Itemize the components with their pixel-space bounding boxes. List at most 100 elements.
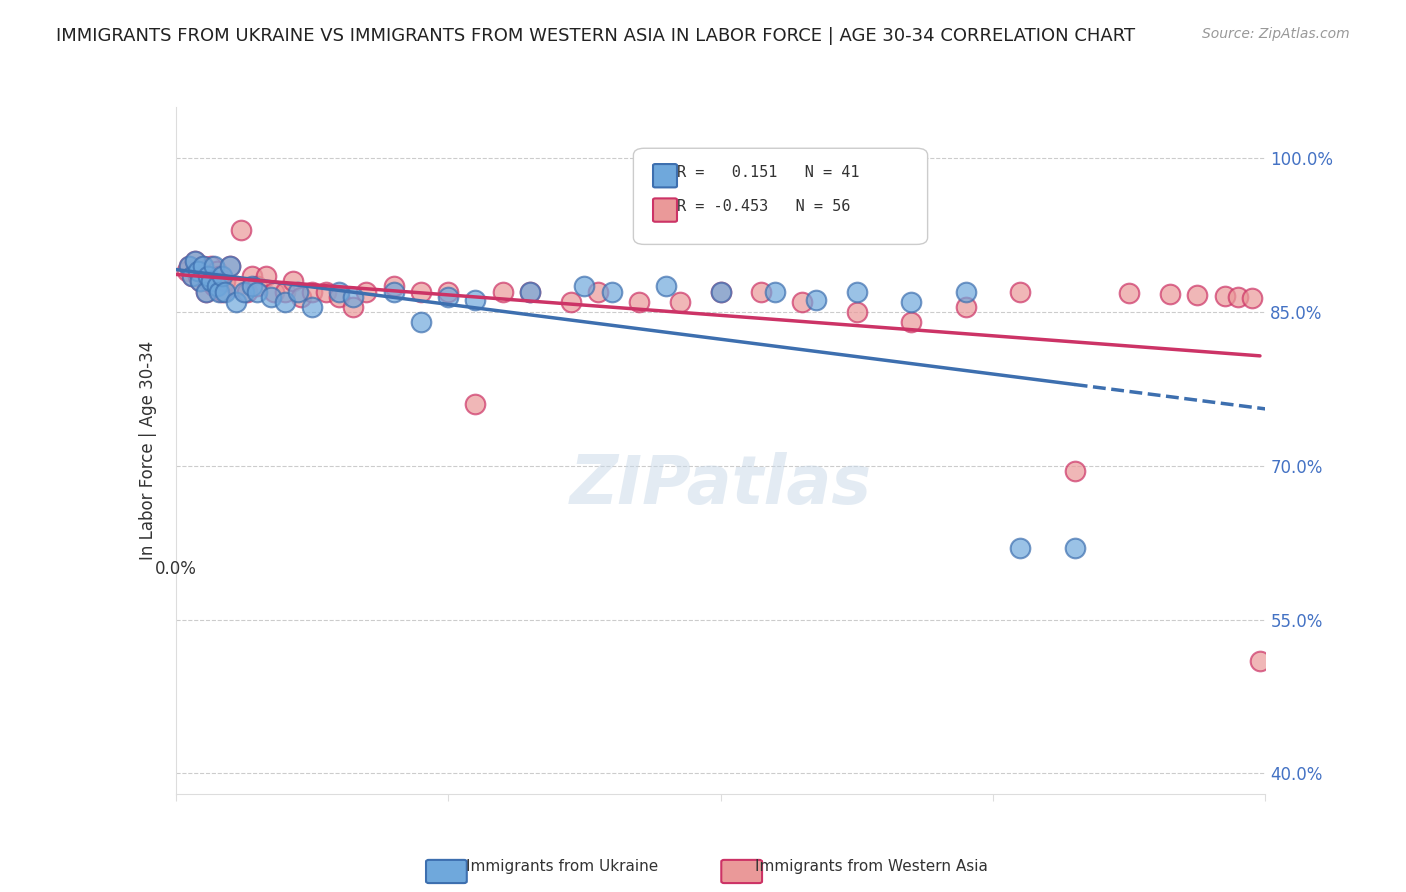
- Point: [202, 259, 225, 273]
- Point: [627, 294, 650, 309]
- Text: IMMIGRANTS FROM UKRAINE VS IMMIGRANTS FROM WESTERN ASIA IN LABOR FORCE | AGE 30-: IMMIGRANTS FROM UKRAINE VS IMMIGRANTS FR…: [56, 27, 1136, 45]
- Point: [586, 285, 609, 299]
- Point: [211, 285, 233, 299]
- Point: [197, 274, 219, 288]
- Point: [235, 285, 257, 299]
- Y-axis label: In Labor Force | Age 30-34: In Labor Force | Age 30-34: [139, 341, 157, 560]
- Point: [955, 285, 977, 299]
- Point: [197, 269, 219, 284]
- Point: [246, 279, 269, 293]
- Point: [254, 269, 277, 284]
- Point: [184, 253, 207, 268]
- Point: [186, 269, 209, 284]
- Point: [900, 294, 922, 309]
- Point: [231, 223, 253, 237]
- Point: [328, 290, 350, 304]
- Point: [409, 315, 432, 329]
- Text: 0.0%: 0.0%: [155, 560, 197, 578]
- Point: [845, 305, 868, 319]
- Point: [188, 274, 211, 288]
- Point: [214, 274, 236, 288]
- Point: [519, 285, 541, 299]
- Point: [274, 285, 297, 299]
- Point: [792, 294, 814, 309]
- Point: [710, 285, 733, 299]
- Point: [409, 285, 432, 299]
- Point: [560, 294, 582, 309]
- FancyBboxPatch shape: [652, 198, 678, 222]
- Point: [437, 285, 460, 299]
- Point: [290, 290, 312, 304]
- Point: [208, 285, 231, 299]
- Point: [181, 269, 204, 284]
- Point: [184, 253, 207, 268]
- Point: [464, 293, 486, 307]
- Point: [464, 397, 486, 411]
- Point: [194, 285, 217, 299]
- Point: [219, 259, 242, 273]
- Point: [232, 285, 254, 299]
- Point: [225, 279, 247, 293]
- Point: [214, 285, 236, 299]
- Point: [208, 269, 231, 284]
- Point: [1227, 290, 1250, 304]
- Point: [1063, 541, 1085, 555]
- Point: [328, 285, 350, 299]
- Text: Immigrants from Western Asia: Immigrants from Western Asia: [755, 859, 988, 874]
- Text: ZIPatlas: ZIPatlas: [569, 452, 872, 517]
- Point: [301, 285, 323, 299]
- Point: [1118, 285, 1140, 300]
- Point: [845, 285, 868, 299]
- Point: [519, 285, 541, 299]
- Point: [1010, 285, 1032, 299]
- Point: [205, 279, 228, 293]
- Point: [287, 285, 309, 299]
- Point: [1063, 464, 1085, 478]
- Point: [492, 285, 515, 299]
- Text: Source: ZipAtlas.com: Source: ZipAtlas.com: [1202, 27, 1350, 41]
- Point: [710, 285, 733, 299]
- Point: [574, 279, 596, 293]
- FancyBboxPatch shape: [721, 860, 762, 883]
- Point: [342, 290, 364, 304]
- Point: [179, 259, 201, 273]
- Point: [600, 285, 623, 299]
- Point: [176, 264, 198, 278]
- Point: [751, 285, 773, 299]
- Point: [188, 274, 211, 288]
- Point: [1159, 286, 1181, 301]
- Point: [301, 300, 323, 314]
- Point: [1010, 541, 1032, 555]
- Point: [315, 285, 337, 299]
- Point: [200, 274, 222, 288]
- Point: [202, 279, 225, 293]
- Point: [205, 264, 228, 278]
- Point: [1187, 287, 1209, 301]
- Point: [1249, 654, 1271, 668]
- Point: [225, 294, 247, 309]
- Point: [382, 279, 405, 293]
- Point: [260, 290, 283, 304]
- Text: Immigrants from Ukraine: Immigrants from Ukraine: [467, 859, 658, 874]
- Point: [186, 264, 209, 278]
- Point: [1213, 288, 1236, 302]
- Point: [200, 259, 222, 273]
- Point: [179, 259, 201, 273]
- Point: [1240, 291, 1263, 305]
- Point: [955, 300, 977, 314]
- Point: [240, 269, 263, 284]
- Point: [356, 285, 378, 299]
- Point: [194, 285, 217, 299]
- Point: [342, 300, 364, 314]
- Point: [382, 285, 405, 299]
- FancyBboxPatch shape: [633, 148, 928, 244]
- Point: [804, 293, 827, 307]
- Point: [655, 279, 678, 293]
- Point: [181, 269, 204, 284]
- Point: [191, 259, 214, 273]
- Point: [281, 274, 304, 288]
- FancyBboxPatch shape: [652, 164, 678, 187]
- Text: R =   0.151   N = 41: R = 0.151 N = 41: [678, 165, 859, 180]
- Point: [246, 285, 269, 299]
- Text: R = -0.453   N = 56: R = -0.453 N = 56: [678, 199, 851, 214]
